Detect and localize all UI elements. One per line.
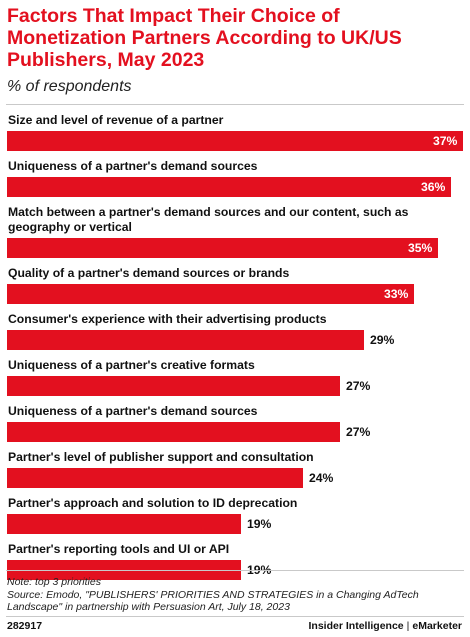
category-label: Consumer's experience with their adverti…: [8, 312, 327, 326]
chart-notes: Note: top 3 priorities Source: Emodo, "P…: [7, 576, 465, 614]
data-label: 37%: [433, 134, 458, 148]
data-label: 24%: [309, 471, 334, 485]
data-label: 36%: [421, 180, 446, 194]
bar: [7, 514, 241, 534]
category-label: Partner's reporting tools and UI or API: [8, 542, 230, 556]
category-label: Partner's approach and solution to ID de…: [8, 496, 298, 510]
brand-logo: Insider Intelligence | eMarketer: [309, 620, 462, 632]
category-label: Size and level of revenue of a partner: [8, 113, 224, 127]
category-label: Uniqueness of a partner's demand sources: [8, 404, 258, 418]
data-label: 27%: [346, 425, 371, 439]
category-label: Uniqueness of a partner's demand sources: [8, 159, 258, 173]
footer-bottom-divider: [6, 616, 464, 617]
chart-title: Factors That Impact Their Choice of Mone…: [7, 5, 402, 71]
bar: [7, 330, 364, 350]
bar: [7, 177, 451, 197]
header-divider: [6, 104, 464, 105]
data-label: 27%: [346, 379, 371, 393]
data-label: 29%: [370, 333, 395, 347]
data-label: 33%: [384, 287, 409, 301]
bar: [7, 284, 414, 304]
chart-id: 282917: [7, 620, 43, 632]
source-text: Source: Emodo, "PUBLISHERS' PRIORITIES A…: [7, 588, 419, 614]
category-label: Uniqueness of a partner's creative forma…: [8, 358, 255, 372]
bar: [7, 468, 303, 488]
data-label: 35%: [408, 241, 433, 255]
chart-subtitle: % of respondents: [7, 78, 132, 95]
category-label: Match between a partner's demand sources…: [8, 205, 409, 234]
category-label: Quality of a partner's demand sources or…: [8, 266, 290, 280]
brand-emarketer: eMarketer: [412, 620, 462, 632]
brand-separator: |: [406, 620, 410, 632]
bar: [7, 131, 463, 151]
bar: [7, 422, 340, 442]
category-label: Partner's level of publisher support and…: [8, 450, 314, 464]
brand-insider-intelligence: Insider Intelligence: [308, 620, 404, 632]
bar: [7, 376, 340, 396]
bar: [7, 238, 438, 258]
note-text: Note: top 3 priorities: [7, 576, 101, 588]
footer-divider: [6, 570, 464, 571]
data-label: 19%: [247, 517, 272, 531]
